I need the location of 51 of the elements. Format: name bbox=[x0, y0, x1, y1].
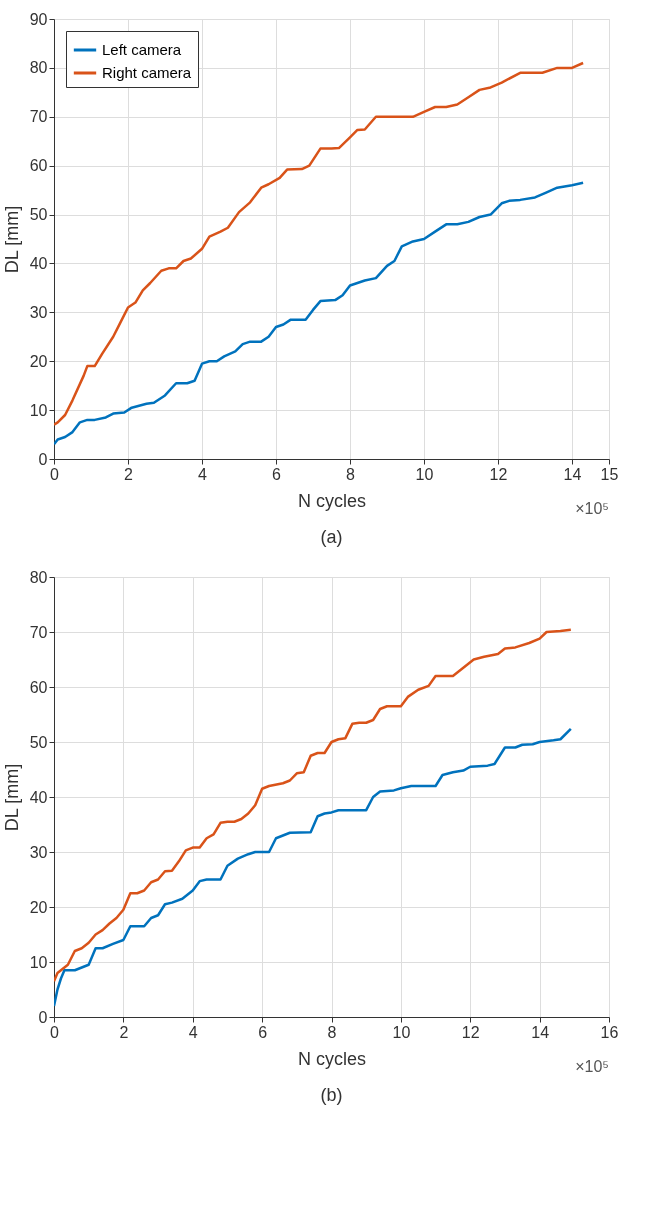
y-tick-label: 80 bbox=[29, 568, 48, 586]
y-tick-label: 20 bbox=[29, 352, 48, 370]
legend-label: Right camera bbox=[102, 64, 192, 81]
text: (b) bbox=[320, 1085, 343, 1105]
x-tick-label: 10 bbox=[392, 1023, 411, 1041]
y-tick-label: 50 bbox=[29, 206, 48, 224]
x-tick-label: 10 bbox=[415, 465, 434, 483]
text: ×10⁵ bbox=[575, 1058, 609, 1075]
x-tick-label: 12 bbox=[461, 1023, 480, 1041]
y-tick-label: 70 bbox=[29, 623, 48, 641]
x-axis-title: N cycles bbox=[297, 490, 367, 511]
x-tick-label: 0 bbox=[50, 465, 60, 483]
x-tick-label: 0 bbox=[50, 1023, 60, 1041]
x-tick-label: 12 bbox=[489, 465, 508, 483]
x-tick-label: 6 bbox=[272, 465, 282, 483]
x-tick-label: 6 bbox=[258, 1023, 268, 1041]
y-tick-label: 60 bbox=[29, 678, 48, 696]
x-tick-label: 14 bbox=[531, 1023, 550, 1041]
line-series bbox=[54, 628, 573, 983]
y-tick-label: 40 bbox=[29, 788, 48, 806]
x-axis-title: N cycles bbox=[297, 1048, 367, 1069]
line-series bbox=[54, 181, 585, 446]
x-tick-label: 15 bbox=[600, 465, 619, 483]
text: ×10⁵ bbox=[575, 500, 609, 517]
y-tick-label: 40 bbox=[29, 254, 48, 272]
x-tick-label: 14 bbox=[563, 465, 582, 483]
y-tick-label: 30 bbox=[29, 843, 48, 861]
text: (a) bbox=[320, 527, 343, 547]
y-axis-title: DL [mm] bbox=[1, 763, 22, 832]
x-tick-label: 8 bbox=[327, 1023, 337, 1041]
y-tick-label: 0 bbox=[38, 450, 48, 468]
x-tick-label: 2 bbox=[124, 465, 134, 483]
y-tick-label: 0 bbox=[38, 1008, 48, 1026]
legend-label: Left camera bbox=[102, 41, 182, 58]
y-tick-label: 10 bbox=[29, 401, 48, 419]
line-series bbox=[54, 61, 585, 427]
y-tick-label: 20 bbox=[29, 898, 48, 916]
x-tick-label: 8 bbox=[346, 465, 356, 483]
y-tick-label: 10 bbox=[29, 953, 48, 971]
y-tick-label: 90 bbox=[29, 10, 48, 28]
y-tick-label: 80 bbox=[29, 59, 48, 77]
x-tick-label: 4 bbox=[188, 1023, 198, 1041]
y-tick-label: 50 bbox=[29, 733, 48, 751]
y-tick-label: 60 bbox=[29, 157, 48, 175]
x-tick-label: 2 bbox=[119, 1023, 129, 1041]
y-tick-label: 30 bbox=[29, 303, 48, 321]
y-axis-title: DL [mm] bbox=[1, 205, 22, 274]
y-tick-label: 70 bbox=[29, 108, 48, 126]
x-tick-label: 16 bbox=[600, 1023, 619, 1041]
x-tick-label: 4 bbox=[198, 465, 208, 483]
line-series bbox=[54, 727, 573, 1008]
